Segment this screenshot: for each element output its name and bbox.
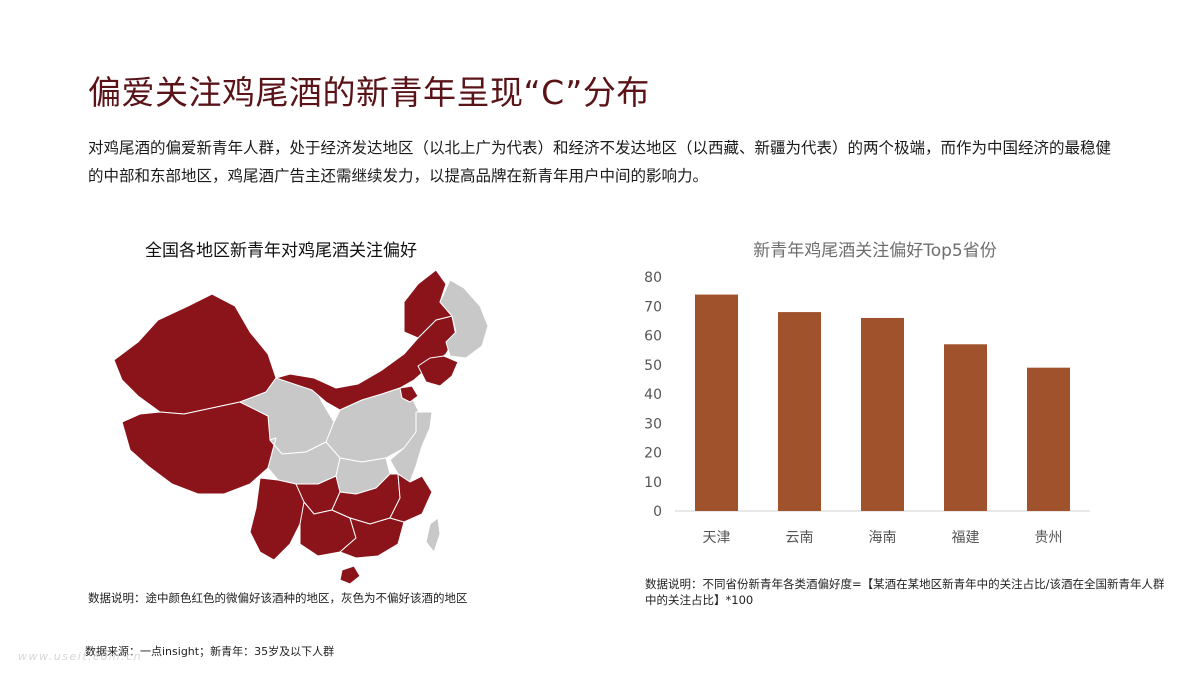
map-note: 数据说明：途中颜色红色的微偏好该酒种的地区，灰色为不偏好该酒的地区 bbox=[88, 591, 468, 605]
y-tick-label: 10 bbox=[644, 475, 662, 491]
region-xinjiang bbox=[113, 293, 277, 415]
watermark: www.useit.com.cn bbox=[18, 650, 143, 663]
chart-title: 新青年鸡尾酒关注偏好Top5省份 bbox=[753, 241, 997, 261]
bar-1 bbox=[778, 312, 821, 511]
region-hainan bbox=[339, 565, 361, 585]
x-tick-label: 云南 bbox=[786, 530, 814, 546]
y-tick-label: 50 bbox=[644, 358, 662, 374]
x-tick-label: 天津 bbox=[703, 530, 731, 546]
page-description: 对鸡尾酒的偏爱新青年人群，处于经济发达地区（以北上广为代表）和经济不发达地区（以… bbox=[88, 139, 1112, 185]
data-source: 数据来源：一点insight；新青年：35岁及以下人群 bbox=[85, 645, 335, 658]
y-tick-label: 40 bbox=[644, 387, 662, 403]
y-tick-label: 30 bbox=[644, 416, 662, 432]
x-tick-label: 福建 bbox=[952, 530, 980, 546]
region-yunnan bbox=[249, 477, 307, 561]
bar-3 bbox=[944, 344, 987, 511]
y-tick-label: 60 bbox=[644, 329, 662, 345]
y-tick-label: 70 bbox=[644, 299, 662, 315]
map-title: 全国各地区新青年对鸡尾酒关注偏好 bbox=[145, 241, 417, 261]
region-guangdong bbox=[339, 517, 405, 559]
china-map bbox=[113, 269, 489, 585]
bar-chart: 0 10 20 30 40 50 60 70 80 天津 云南 海南 福建 贵州 bbox=[644, 270, 1090, 546]
bar-4 bbox=[1027, 367, 1070, 511]
y-tick-label: 20 bbox=[644, 446, 662, 462]
y-tick-label: 0 bbox=[653, 504, 662, 520]
region-tibet bbox=[121, 401, 277, 495]
region-tianjin bbox=[399, 385, 419, 403]
region-fujian bbox=[389, 473, 433, 523]
region-northeast-grey bbox=[439, 279, 489, 359]
region-liaoning bbox=[417, 355, 459, 387]
region-taiwan bbox=[425, 517, 441, 553]
y-tick-label: 80 bbox=[644, 270, 662, 286]
x-tick-label: 贵州 bbox=[1035, 530, 1063, 546]
chart-note: 数据说明：不同省份新青年各类酒偏好度=【某酒在某地区新青年中的关注占比/该酒在全… bbox=[645, 577, 1165, 607]
bar-2 bbox=[861, 317, 904, 511]
x-tick-label: 海南 bbox=[869, 530, 897, 546]
page-title: 偏爱关注鸡尾酒的新青年呈现“C”分布 bbox=[88, 73, 650, 112]
bar-0 bbox=[695, 294, 738, 511]
